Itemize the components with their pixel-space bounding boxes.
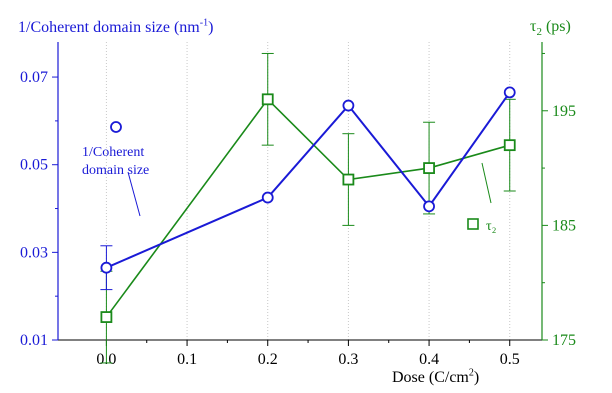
left-axis-title: 1/Coherent domain size (nm-1): [18, 18, 213, 37]
point-marker-1-3: [423, 162, 435, 174]
point-marker-0-2: [342, 99, 355, 112]
x-tick-label-5: 0.5: [500, 351, 520, 368]
legend-left-text-1: domain size: [82, 163, 149, 178]
point-marker-1-0: [100, 311, 113, 323]
x-tick-label-2: 0.2: [258, 351, 278, 368]
x-tick-label-3: 0.3: [338, 351, 358, 368]
grid-lines: [105, 42, 511, 340]
legend-left-pointer: [127, 171, 141, 217]
point-marker-0-4: [503, 86, 516, 99]
y-right-tick-label-1: 185: [552, 217, 576, 234]
legend-square-marker: [467, 218, 479, 230]
y-left-tick-label-0: 0.01: [20, 332, 48, 349]
legend-right-pointer: [481, 162, 492, 204]
legend-right-text: τ₂: [486, 219, 497, 234]
right-axis-title: τ2 (ps): [530, 18, 571, 38]
y-left-tick-label-3: 0.07: [20, 69, 48, 86]
series-domain-size: [100, 86, 516, 291]
series-line-1: [105, 98, 510, 318]
series-tau2: [100, 52, 516, 364]
y-left-tick-label-2: 0.05: [20, 157, 48, 174]
x-tick-label-4: 0.4: [419, 351, 439, 368]
x-tick-label-1: 0.1: [177, 351, 197, 368]
legend-left-text-0: 1/Coherent: [82, 145, 144, 160]
series-line-0: [106, 91, 511, 269]
point-marker-1-1: [261, 93, 274, 106]
point-marker-0-1: [261, 191, 274, 204]
ticks: 0.0 0.1 0.2 0.3 0.4 0.50.010.030.050.07175185…: [20, 52, 576, 368]
point-marker-0-3: [423, 200, 435, 213]
annotations: 1/Coherent domain size τ₂: [82, 121, 497, 234]
y-left-tick-label-1: 0.03: [20, 244, 48, 261]
point-marker-1-2: [342, 173, 355, 186]
point-marker-1-4: [503, 139, 516, 152]
left-axis-title-text: 1/Coherent domain size (nm-1): [18, 18, 214, 37]
point-marker-0-0: [100, 261, 113, 274]
x-axis-title: Dose (C/cm2): [392, 368, 479, 387]
axes: [57, 42, 543, 341]
x-axis-title-text: Dose (C/cm2): [392, 368, 480, 387]
y-right-tick-label-0: 175: [552, 332, 576, 349]
right-axis-title-text: τ2 (ps): [530, 18, 571, 39]
legend-circle-marker: [110, 121, 122, 133]
y-right-tick-label-2: 195: [552, 103, 576, 120]
